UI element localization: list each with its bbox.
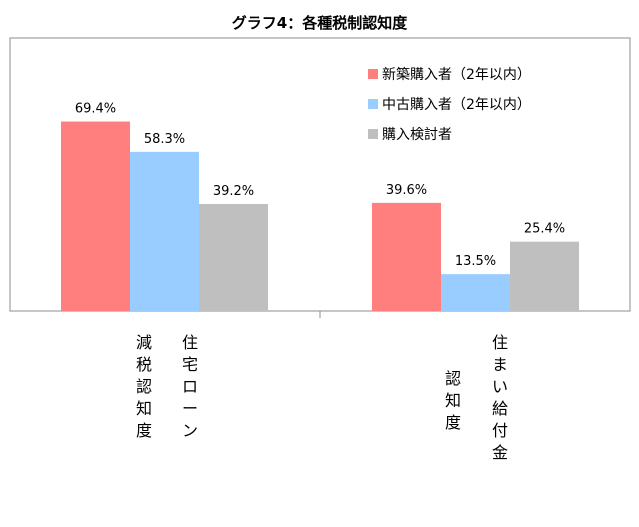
category-label-char: ン (181, 421, 198, 440)
bar-s1-c2 (372, 202, 441, 311)
category-label-char: 減 (135, 333, 152, 352)
category-label-char: 住 (181, 333, 198, 352)
legend-swatch-3 (368, 129, 378, 139)
category-label-2-line-2: 住まい給付金 (490, 332, 510, 464)
legend-label-1: 新築購入者（2年以内） (382, 67, 531, 83)
bar-s2-c1 (130, 151, 199, 311)
category-label-char: 度 (135, 421, 152, 440)
category-label-char: ー (181, 399, 198, 418)
bar-s3-c1 (199, 203, 268, 311)
category-label-char: 付 (491, 421, 508, 440)
legend-label-2: 中古購入者（2年以内） (382, 97, 531, 113)
category-label-char: ま (491, 355, 508, 374)
data-label-s2-c2: 13.5% (455, 254, 496, 269)
category-label-2-line-1: 認知度 (443, 368, 463, 434)
category-label-char: ロ (181, 377, 198, 396)
category-label-char: い (491, 377, 508, 396)
category-label-char: 度 (444, 413, 461, 432)
category-label-char: 税 (135, 355, 152, 374)
chart-title: グラフ4：各種税制認知度 (231, 14, 408, 32)
category-label-1-line-1: 減税認知度 (134, 332, 154, 442)
data-label-s3-c2: 25.4% (524, 222, 565, 237)
bar-s1-c1 (61, 121, 130, 312)
category-label-char: 住 (491, 333, 508, 352)
category-label-char: 給 (491, 399, 508, 418)
category-label-char: 知 (444, 391, 461, 410)
data-label-s1-c1: 69.4% (75, 102, 116, 117)
bar-s3-c2 (510, 241, 579, 311)
legend-swatch-2 (368, 99, 378, 109)
category-label-char: 認 (135, 377, 152, 396)
category-label-1-line-2: 住宅ローン (180, 332, 200, 442)
category-label-char: 金 (491, 443, 508, 462)
legend-label-3: 購入検討者 (382, 127, 452, 143)
legend-swatch-1 (368, 69, 378, 79)
category-label-char: 知 (135, 399, 152, 418)
data-label-s3-c1: 39.2% (213, 184, 254, 199)
data-label-s2-c1: 58.3% (144, 132, 185, 147)
category-label-char: 宅 (181, 355, 198, 374)
data-label-s1-c2: 39.6% (386, 183, 427, 198)
bar-s2-c2 (441, 274, 510, 311)
category-label-char: 認 (444, 369, 461, 388)
